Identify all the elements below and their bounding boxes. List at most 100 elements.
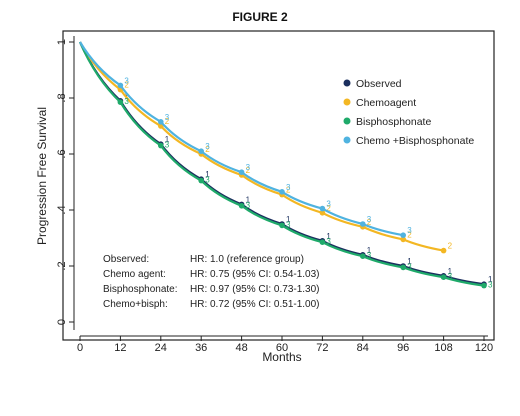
point-label: 1: [165, 135, 170, 144]
point-label: 1: [367, 246, 372, 255]
point-label: 1: [448, 267, 453, 276]
point-label: 3: [326, 200, 331, 209]
point-label: 3: [448, 272, 453, 281]
y-axis-title: Progression Free Survival: [35, 107, 49, 245]
y-tick-label: 0: [56, 319, 68, 325]
y-tick-label: .8: [56, 93, 68, 102]
annotation-group-label: Observed:: [103, 254, 149, 265]
point-label: 2: [286, 186, 291, 195]
series-point: [319, 205, 326, 212]
legend-marker: [343, 117, 351, 125]
point-label: 1: [488, 275, 493, 284]
series-point: [158, 142, 164, 149]
point-label: 3: [165, 141, 170, 150]
annotation-group-label: Chemo+bisph:: [103, 299, 168, 310]
y-tick-label: 1: [56, 39, 68, 45]
point-label: 3: [205, 176, 210, 185]
point-label: 1: [246, 195, 251, 204]
legend-label: Bisphosphonate: [356, 116, 431, 128]
y-axis-ticks: 0 .2 .4 .6 .8 1: [56, 39, 74, 325]
annotation-hr-text: HR: 0.75 (95% CI: 0.54-1.03): [190, 269, 320, 280]
point-label: 3: [367, 251, 372, 260]
legend-label: Observed: [356, 78, 402, 90]
series-point: [481, 282, 487, 289]
series-point: [198, 177, 204, 184]
annotation-hr-text: HR: 0.72 (95% CI: 0.51-1.00): [190, 299, 320, 310]
x-tick-label: 24: [155, 342, 167, 354]
annotation-group-label: Bisphosphonate:: [103, 284, 178, 295]
hazard-ratio-annotations: Observed: HR: 1.0 (reference group) Chemo …: [103, 254, 320, 310]
x-tick-label: 72: [316, 342, 328, 354]
series-point: [158, 119, 164, 125]
legend-marker: [343, 79, 351, 87]
point-label: 3: [286, 183, 291, 192]
series-point: [198, 148, 204, 154]
x-tick-label: 36: [195, 342, 207, 354]
point-label: 2: [367, 218, 372, 227]
point-label: 1: [407, 257, 412, 266]
point-label: 3: [367, 215, 372, 224]
series-point: [440, 247, 447, 254]
series-line: [79, 41, 444, 252]
series-point: [360, 221, 366, 227]
annotation-hr-text: HR: 0.97 (95% CI: 0.73-1.30): [190, 284, 320, 295]
series-point: [400, 232, 407, 238]
series-point: [279, 222, 285, 229]
series-point: [400, 236, 407, 243]
x-tick-label: 96: [397, 342, 409, 354]
legend-label: Chemoagent: [356, 97, 416, 109]
series-point: [238, 169, 245, 175]
point-label: 3: [205, 142, 210, 151]
legend-label: Chemo +Bisphosphonate: [356, 135, 474, 147]
annotation-group-label: Chemo agent:: [103, 269, 166, 280]
x-tick-label: 84: [357, 342, 369, 354]
series-point: [360, 253, 366, 259]
series-point: [238, 203, 245, 209]
legend-marker: [343, 98, 351, 106]
point-label: 3: [124, 97, 129, 106]
series-point: [117, 82, 124, 89]
y-tick-label: .6: [56, 149, 68, 158]
legend-marker: [343, 136, 351, 144]
series-point: [117, 99, 124, 105]
x-tick-label: 60: [276, 342, 288, 354]
y-tick-label: .2: [56, 261, 68, 270]
x-tick-label: 120: [475, 342, 493, 354]
point-label: 3: [326, 237, 331, 246]
series-point: [319, 210, 326, 216]
chart-frame: [62, 30, 495, 341]
point-label: 3: [246, 201, 251, 210]
legend: Observed Chemoagent Bisphosphonate Chemo +B…: [343, 78, 474, 147]
x-axis-ticks: 0 12 24 36 48 60 72 84 96 108 120: [77, 336, 493, 354]
x-tick-label: 12: [114, 342, 126, 354]
point-label: 3: [246, 163, 251, 172]
point-label: 2: [407, 230, 412, 239]
point-label: 2: [165, 117, 170, 126]
point-label: 3: [407, 262, 412, 271]
annotation-hr-text: HR: 1.0 (reference group): [190, 254, 304, 265]
point-label: 3: [488, 281, 493, 290]
series-point: [319, 239, 326, 245]
x-tick-label: 48: [235, 342, 247, 354]
point-label: 3: [124, 76, 129, 85]
point-label: 1: [326, 232, 331, 241]
point-label: 2: [124, 81, 129, 90]
point-label: 2: [448, 242, 453, 251]
point-label: 3: [165, 113, 170, 122]
y-tick-label: .4: [56, 205, 68, 214]
point-label: 1: [286, 215, 291, 224]
point-label: 1: [205, 170, 210, 179]
point-label: 2: [326, 204, 331, 213]
series-point: [400, 264, 407, 271]
x-tick-label: 0: [77, 342, 83, 354]
figure-title: FIGURE 2: [232, 10, 288, 24]
point-label: 2: [246, 166, 251, 175]
point-label: 2: [205, 145, 210, 154]
point-label: 3: [286, 220, 291, 229]
point-label: 3: [407, 226, 412, 235]
series-point: [440, 274, 447, 281]
x-tick-label: 108: [434, 342, 452, 354]
series-point: [279, 189, 285, 195]
